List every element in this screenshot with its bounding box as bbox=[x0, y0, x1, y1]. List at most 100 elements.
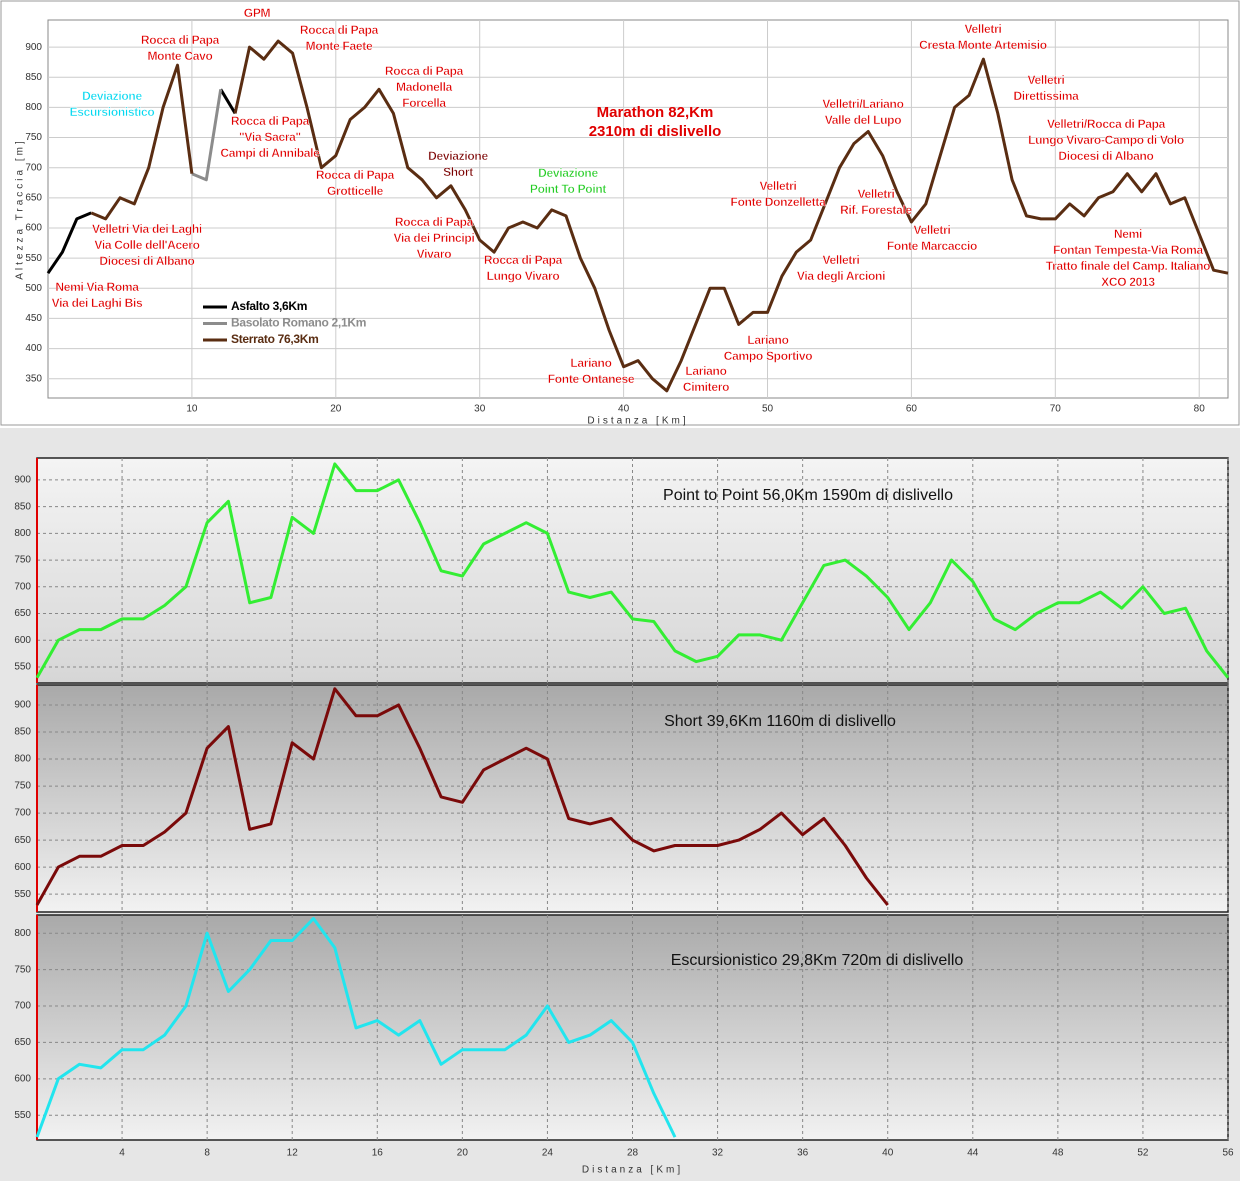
annotation: Rocca di Papa bbox=[141, 33, 220, 47]
y-tick-label: 800 bbox=[14, 928, 31, 939]
annotation: Velletri/Lariano bbox=[822, 97, 903, 111]
annotation: XCO 2013 bbox=[1101, 275, 1155, 289]
annotation: Fontan Tempesta-Via Roma bbox=[1053, 243, 1203, 257]
elevation-line bbox=[46, 88, 237, 275]
chart-title: 2310m di dislivello bbox=[589, 123, 722, 140]
legend-label: Asfalto 3,6Km bbox=[231, 299, 307, 313]
annotation: Lariano bbox=[685, 364, 726, 378]
y-tick-label: 450 bbox=[25, 313, 42, 324]
y-tick-label: 650 bbox=[14, 1037, 31, 1048]
annotation: Nemi bbox=[1114, 227, 1142, 241]
x-tick-label: 40 bbox=[882, 1148, 894, 1159]
plot-area bbox=[47, 19, 1229, 399]
x-tick-label: 48 bbox=[1052, 1148, 1064, 1159]
annotation: Fonte Ontanese bbox=[548, 372, 635, 386]
annotation: Lariano bbox=[570, 356, 611, 370]
legend-label: Sterrato 76,3Km bbox=[231, 332, 319, 346]
y-tick-label: 600 bbox=[25, 223, 42, 234]
annotation: Rocca di Papa bbox=[316, 168, 395, 182]
chart-title: Marathon 82,Km bbox=[597, 104, 714, 121]
y-tick-label: 550 bbox=[25, 253, 42, 264]
annotation: Campo Sportivo bbox=[724, 349, 812, 363]
annotation: Lungo Vivaro-Campo di Volo bbox=[1028, 133, 1184, 147]
annotation: Velletri bbox=[1028, 73, 1065, 87]
annotation: Velletri bbox=[760, 179, 797, 193]
y-tick-label: 500 bbox=[25, 283, 42, 294]
annotation: Tratto finale del Camp. Italiano bbox=[1046, 259, 1210, 273]
x-tick-label: 28 bbox=[627, 1148, 639, 1159]
annotation: Rocca di Papa bbox=[300, 23, 379, 37]
annotation: Diocesi di Albano bbox=[1058, 149, 1153, 163]
chart-title: Short 39,6Km 1160m di dislivello bbox=[664, 713, 896, 730]
x-tick-label: 10 bbox=[186, 404, 198, 415]
annotation: Grotticelle bbox=[327, 184, 384, 198]
y-tick-label: 750 bbox=[14, 781, 31, 792]
x-axis-label: Distanza [Km] bbox=[587, 416, 688, 427]
annotation: Forcella bbox=[402, 96, 446, 110]
y-tick-label: 600 bbox=[14, 862, 31, 873]
y-tick-label: 900 bbox=[14, 475, 31, 486]
y-tick-label: 650 bbox=[14, 608, 31, 619]
x-tick-label: 60 bbox=[906, 404, 918, 415]
annotation: Rocca di Papa bbox=[395, 215, 474, 229]
y-axis-label: Altezza Traccia [m] bbox=[15, 138, 26, 279]
annotation: Lariano bbox=[747, 333, 788, 347]
x-axis-label: Distanza [Km] bbox=[582, 1165, 683, 1176]
x-tick-label: 24 bbox=[542, 1148, 554, 1159]
x-tick-label: 50 bbox=[762, 404, 774, 415]
y-tick-label: 900 bbox=[14, 700, 31, 711]
x-tick-label: 32 bbox=[712, 1148, 724, 1159]
annotation: Via dei Principi bbox=[393, 231, 474, 245]
chart-title: Point to Point 56,0Km 1590m di dislivell… bbox=[663, 487, 953, 504]
y-tick-label: 800 bbox=[14, 528, 31, 539]
x-tick-label: 70 bbox=[1050, 404, 1062, 415]
annotation: Deviazione bbox=[428, 149, 488, 163]
annotation: Velletri bbox=[914, 223, 951, 237]
annotation: Nemi Via Roma bbox=[55, 280, 139, 294]
y-tick-label: 650 bbox=[14, 835, 31, 846]
annotation: Velletri bbox=[965, 22, 1002, 36]
annotation: Vivaro bbox=[417, 247, 452, 261]
annotation: Short bbox=[443, 165, 473, 179]
elevation-line bbox=[191, 89, 223, 182]
plot-area bbox=[36, 914, 1229, 1141]
x-tick-label: 56 bbox=[1222, 1148, 1234, 1159]
x-tick-label: 4 bbox=[119, 1148, 125, 1159]
annotation: Rif. Forestale bbox=[840, 203, 912, 217]
x-tick-label: 12 bbox=[287, 1148, 299, 1159]
annotation: Velletri Via dei Laghi bbox=[92, 222, 202, 236]
annotation: Velletri bbox=[858, 187, 895, 201]
y-tick-label: 800 bbox=[14, 754, 31, 765]
annotation: Rocca di Papa bbox=[484, 253, 563, 267]
annotation: Deviazione bbox=[538, 166, 598, 180]
elevation-line bbox=[35, 462, 1230, 679]
elevation-line bbox=[35, 687, 889, 906]
annotation: Rocca di Papa bbox=[231, 114, 310, 128]
annotation: Campi di Annibale bbox=[220, 146, 320, 160]
x-tick-label: 80 bbox=[1194, 404, 1206, 415]
y-tick-label: 850 bbox=[14, 727, 31, 738]
plot-area bbox=[36, 457, 1229, 684]
y-tick-label: 550 bbox=[14, 889, 31, 900]
x-tick-label: 20 bbox=[330, 404, 342, 415]
annotation: Madonella bbox=[396, 80, 453, 94]
annotation: Velletri bbox=[823, 253, 860, 267]
y-tick-label: 550 bbox=[14, 1110, 31, 1121]
x-tick-label: 52 bbox=[1137, 1148, 1149, 1159]
y-tick-label: 600 bbox=[14, 635, 31, 646]
x-tick-label: 44 bbox=[967, 1148, 979, 1159]
y-tick-label: 700 bbox=[14, 581, 31, 592]
annotation: Fonte Marcaccio bbox=[887, 239, 977, 253]
y-tick-label: 400 bbox=[25, 343, 42, 354]
y-tick-label: 600 bbox=[14, 1073, 31, 1084]
x-tick-label: 30 bbox=[474, 404, 486, 415]
annotation: Rocca di Papa bbox=[385, 64, 464, 78]
annotation: GPM bbox=[244, 6, 271, 20]
y-tick-label: 850 bbox=[25, 72, 42, 83]
y-tick-label: 700 bbox=[14, 808, 31, 819]
annotation: Cimitero bbox=[683, 380, 729, 394]
annotation: Monte Faete bbox=[306, 39, 373, 53]
annotation: Via dei Laghi Bis bbox=[52, 296, 143, 310]
y-tick-label: 700 bbox=[14, 1001, 31, 1012]
annotation: Point To Point bbox=[530, 182, 607, 196]
